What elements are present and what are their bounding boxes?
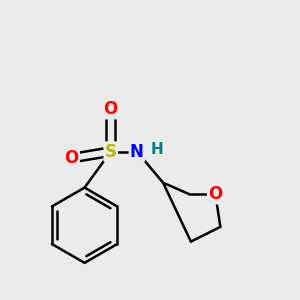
Text: O: O — [64, 149, 79, 167]
Text: O: O — [103, 100, 118, 118]
Text: N: N — [130, 142, 144, 160]
Text: O: O — [208, 185, 223, 203]
Text: H: H — [150, 142, 163, 158]
Text: S: S — [105, 142, 117, 160]
